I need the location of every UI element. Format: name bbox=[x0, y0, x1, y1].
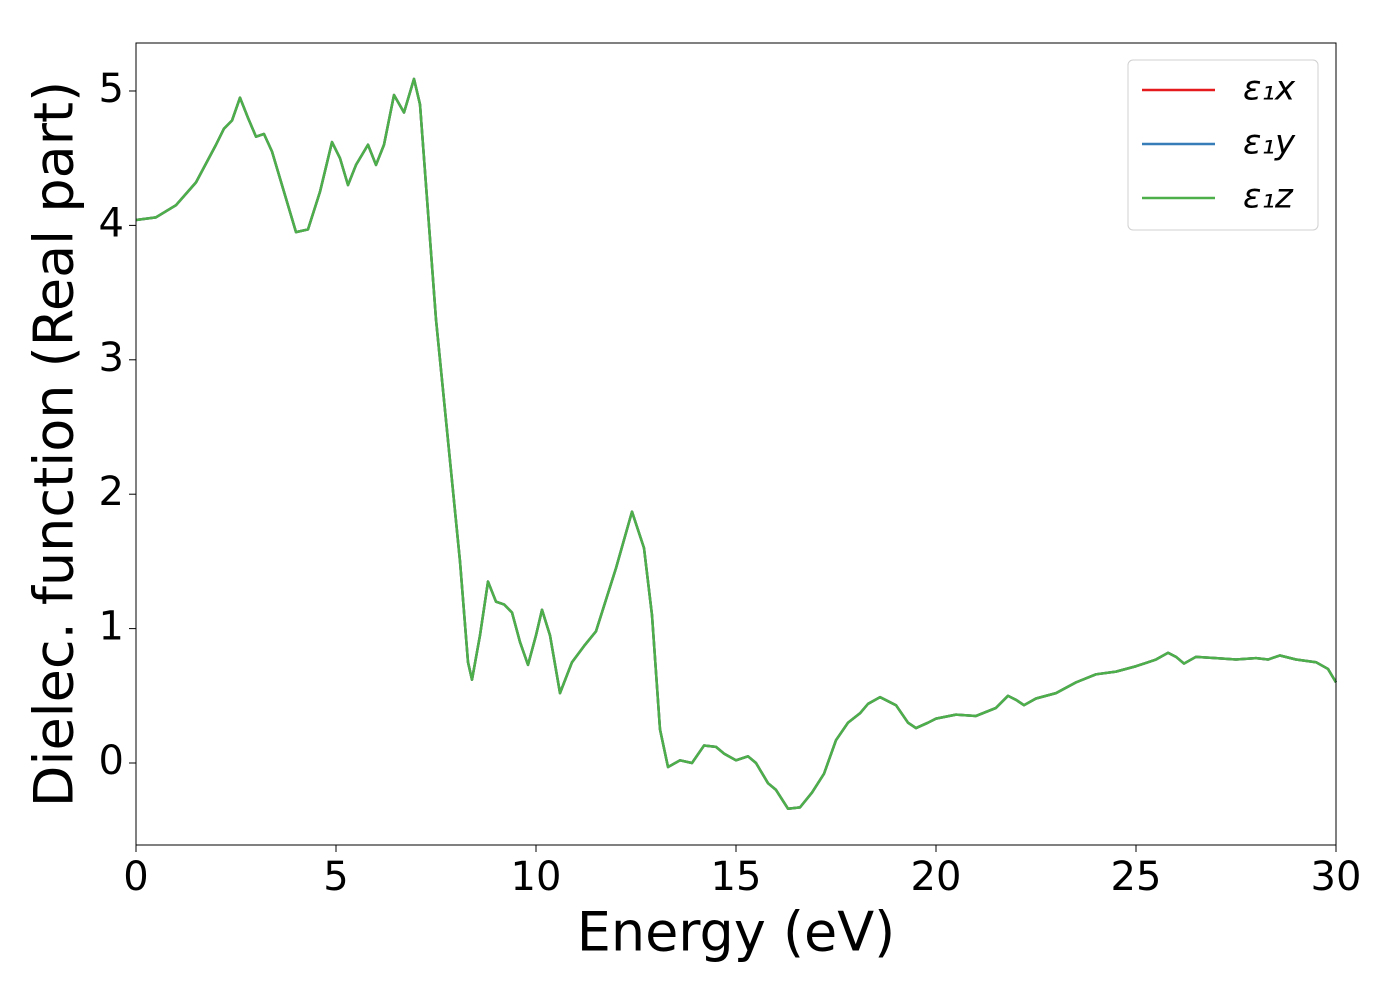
y-tick-label: 0 bbox=[99, 738, 124, 784]
y-tick-label: 2 bbox=[99, 469, 124, 515]
x-tick-label: 25 bbox=[1111, 854, 1162, 900]
x-tick-label: 0 bbox=[123, 854, 148, 900]
y-tick-label: 5 bbox=[99, 66, 124, 112]
x-tick-label: 15 bbox=[711, 854, 762, 900]
x-tick-label: 5 bbox=[323, 854, 348, 900]
legend-label: ε₁z bbox=[1243, 177, 1294, 217]
x-tick-label: 30 bbox=[1311, 854, 1362, 900]
legend-label: ε₁y bbox=[1243, 123, 1296, 163]
plot-frame bbox=[135, 42, 1337, 846]
y-tick-label: 4 bbox=[99, 200, 124, 246]
y-tick-label: 1 bbox=[99, 604, 124, 650]
legend-label: ε₁x bbox=[1243, 69, 1296, 109]
line-series bbox=[135, 77, 1338, 810]
x-tick-label: 20 bbox=[911, 854, 962, 900]
y-tick-label: 3 bbox=[99, 335, 124, 381]
x-tick-label: 10 bbox=[511, 854, 562, 900]
legend-box bbox=[1127, 59, 1319, 231]
x-axis-label: Energy (eV) bbox=[577, 901, 896, 964]
y-axis-label: Dielec. function (Real part) bbox=[23, 81, 86, 807]
